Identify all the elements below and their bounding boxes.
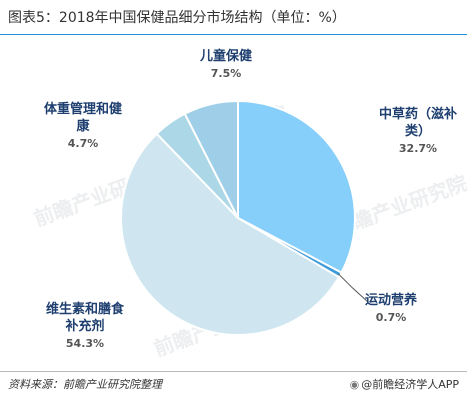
slice-name: 康 (76, 119, 90, 134)
slice-value: 4.7% (67, 137, 99, 150)
leader-line (338, 273, 369, 303)
slice-label: 儿童保健 7.5% (186, 48, 266, 82)
footer-divider (0, 371, 467, 372)
pie-slice (120, 132, 341, 336)
slice-value: 7.5% (210, 67, 242, 80)
slice-label: 维生素和膳食 补充剂 54.3% (30, 301, 140, 352)
slice-label: 运动营养 0.7% (356, 292, 426, 326)
slice-name: 儿童保健 (199, 49, 252, 64)
slice-name: 补充剂 (65, 319, 105, 334)
pie-slice (183, 99, 239, 219)
brand-logo-icon: ◉ (349, 378, 360, 391)
slice-value: 32.7% (398, 142, 438, 155)
slice-name: 类） (404, 124, 431, 139)
chart-title: 图表5：2018年中国保健品细分市场结构（单位：%） (8, 10, 346, 26)
brand-text: @前瞻经济学人APP (361, 378, 459, 391)
slice-label: 中草药（滋补 类） 32.7% (370, 106, 466, 157)
slice-value: 54.3% (65, 337, 105, 350)
slice-name: 中草药（滋补 (378, 107, 457, 122)
slice-name: 维生素和膳食 (45, 302, 124, 317)
slice-name: 运动营养 (364, 293, 417, 308)
source-note: 资料来源：前瞻产业研究院整理 (8, 378, 162, 391)
slice-label: 体重管理和健康 4.7% (28, 101, 138, 152)
pie-slice (237, 99, 356, 274)
title-divider (0, 34, 467, 35)
slice-name: 体重管理和健 (43, 102, 122, 117)
brand-credit: ◉ @前瞻经济学人APP (350, 376, 459, 392)
slice-value: 0.7% (375, 311, 407, 324)
